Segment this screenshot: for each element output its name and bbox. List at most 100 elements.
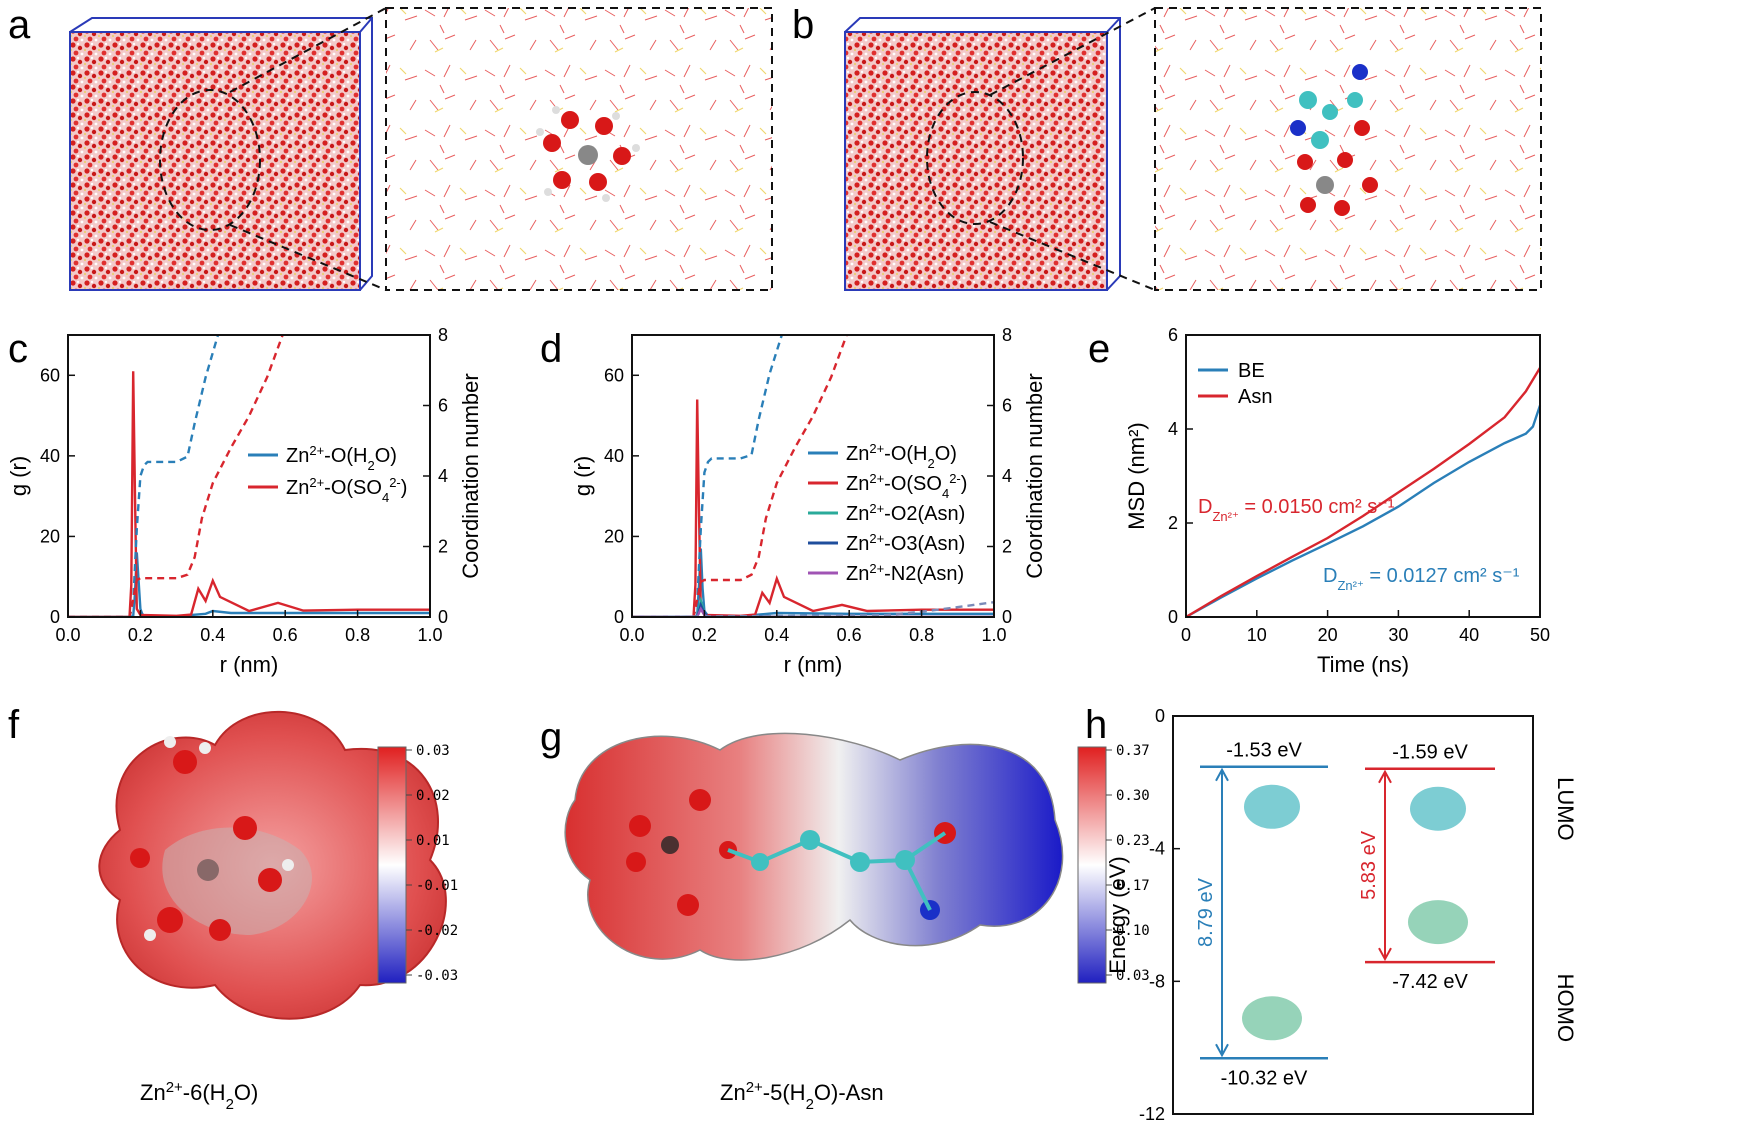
x-tick-label: 0.8: [345, 625, 370, 645]
msd-line-Asn: [1185, 367, 1542, 619]
x-tick-label: 0.0: [619, 625, 644, 645]
x-tick-label: 40: [1459, 625, 1479, 645]
arrow-head-up: [1215, 767, 1229, 782]
arrow-head-up: [1378, 769, 1392, 784]
homo-orbital: [1242, 996, 1302, 1041]
md-box-b: [844, 7, 1156, 291]
legend-main: Zn: [286, 445, 309, 467]
arrow-head-down: [1215, 1043, 1229, 1058]
legend-sup: 2+: [309, 475, 324, 490]
legend-main: Zn: [846, 563, 869, 585]
lumo-side-label: LUMO: [1553, 777, 1578, 841]
homo-label: -7.42 eV: [1392, 971, 1468, 993]
annotation-sub: Zn²⁺: [1212, 509, 1238, 524]
y-tick-label: 0: [614, 607, 624, 627]
plot-frame: [1172, 715, 1534, 1115]
legend-sup2: 2-: [949, 471, 961, 486]
gap-label: 5.83 eV: [1358, 830, 1380, 900]
chart-e: e 0 10 20 30 40 50 0 2 4 6 Time (ns) MSD (nm²) BE Asn…: [1088, 325, 1550, 677]
chart-h: h 0 -4 -8 -12 Energy (eV) -1.53 eV -10.32 eV 8.…: [1085, 703, 1578, 1124]
series-line-0: [68, 552, 430, 617]
legend-BE: BE: [1238, 360, 1265, 382]
y-tick-label: 0: [1155, 706, 1165, 726]
legend-tail: ): [961, 473, 968, 495]
series-line-1: [68, 371, 430, 617]
legend-sup: 2+: [869, 501, 884, 516]
zn-asn-cluster-b: [1290, 64, 1378, 216]
y-tick-label: -8: [1149, 971, 1165, 991]
series-line-3: [68, 335, 284, 617]
x-axis-label: Time (ns): [1317, 652, 1409, 677]
annotation-post: = 0.0150 cm² s⁻¹: [1239, 496, 1395, 518]
colorbar-tick-label: 0.23: [1116, 833, 1150, 849]
colorbar-tick-label: 0.37: [1116, 743, 1150, 759]
gap-label: 8.79 eV: [1195, 877, 1217, 947]
legend-entry: Zn2+-O(H2O): [846, 441, 957, 471]
diffusion-annotation-be: DZn²⁺ = 0.0127 cm² s⁻¹: [1323, 565, 1520, 593]
y-tick-label: 2: [1168, 513, 1178, 533]
annotation-post: = 0.0127 cm² s⁻¹: [1364, 565, 1520, 587]
x-tick-label: 10: [1247, 625, 1267, 645]
series-line-5: [632, 335, 784, 617]
panel-label-b: b: [792, 3, 814, 47]
y-tick-label: -4: [1149, 839, 1165, 859]
y2-tick-label: 2: [438, 537, 448, 557]
x-axis-label: r (nm): [220, 652, 279, 677]
colorbar-tick-label: 0.03: [416, 743, 450, 759]
x-tick-label: 50: [1530, 625, 1550, 645]
panel-b: b: [792, 3, 1542, 291]
legend-sub: 4: [382, 490, 389, 505]
series-line-4: [632, 606, 994, 617]
x-tick-label: 0.6: [273, 625, 298, 645]
esp-surface-f: [98, 710, 447, 1020]
panel-f: f 0.03 0.02 0.01 -0.01 -0.02 -0.03 Zn2+-6(H2O…: [8, 703, 458, 1113]
y-tick-label: 4: [1168, 419, 1178, 439]
legend-main: Zn: [286, 477, 309, 499]
y-axis-label: Energy (eV): [1105, 856, 1130, 973]
colorbar-tick-label: -0.02: [416, 923, 458, 939]
y2-tick-label: 2: [1002, 537, 1012, 557]
panel-label-c: c: [8, 327, 28, 371]
y-tick-label: -12: [1139, 1104, 1165, 1124]
colorbar-tick-label: 0.10: [1116, 923, 1150, 939]
colorbar-tick-label: 0.03: [1116, 968, 1150, 984]
legend-main: Zn: [846, 473, 869, 495]
plot-frame: [67, 334, 431, 618]
homo-side-label: HOMO: [1553, 974, 1578, 1042]
x-tick-label: 0.2: [692, 625, 717, 645]
panel-g: g 0.37 0.30 0.23 0.17 0.10 0.03 Zn2+-5(H2O)-A…: [540, 715, 1150, 1113]
series-line-2: [68, 335, 220, 617]
msd-line-BE: [1185, 405, 1542, 619]
lumo-orbital: [1410, 786, 1466, 831]
y2-tick-label: 8: [438, 325, 448, 345]
legend-entry: Zn2+-O3(Asn): [846, 531, 965, 556]
y2-tick-label: 8: [1002, 325, 1012, 345]
legend-entry: Zn2+-N2(Asn): [846, 561, 964, 586]
colorbar-tick-label: 0.30: [1116, 788, 1150, 804]
diffusion-annotation-asn: DZn²⁺ = 0.0150 cm² s⁻¹: [1198, 496, 1395, 524]
colorbar-tick-label: 0.02: [416, 788, 450, 804]
y2-tick-label: 0: [438, 607, 448, 627]
legend-entry: Zn2+-O(SO42-): [286, 475, 407, 505]
annotation-sub: Zn²⁺: [1337, 578, 1363, 593]
y2-axis-label: Coordination number: [1022, 373, 1047, 578]
y2-tick-label: 6: [438, 396, 448, 416]
legend-entry: Zn2+-O(H2O): [286, 443, 397, 473]
x-tick-label: 0: [1181, 625, 1191, 645]
x-tick-label: 1.0: [417, 625, 442, 645]
colorbar-tick-label: -0.03: [416, 968, 458, 984]
annotation-pre: D: [1323, 565, 1337, 587]
y-tick-label: 60: [604, 365, 624, 385]
legend-rest: -O(H: [324, 445, 367, 467]
lumo-label: -1.59 eV: [1392, 742, 1468, 764]
legend-sup2: 2-: [389, 475, 401, 490]
legend-rest: -O(H: [884, 443, 927, 465]
y-axis-label: g (r): [570, 456, 595, 496]
x-axis-label: r (nm): [784, 652, 843, 677]
y-tick-label: 20: [604, 526, 624, 546]
y-tick-label: 40: [40, 446, 60, 466]
x-tick-label: 20: [1318, 625, 1338, 645]
colorbar-tick-label: -0.01: [416, 878, 458, 894]
arrow-head-down: [1378, 947, 1392, 962]
